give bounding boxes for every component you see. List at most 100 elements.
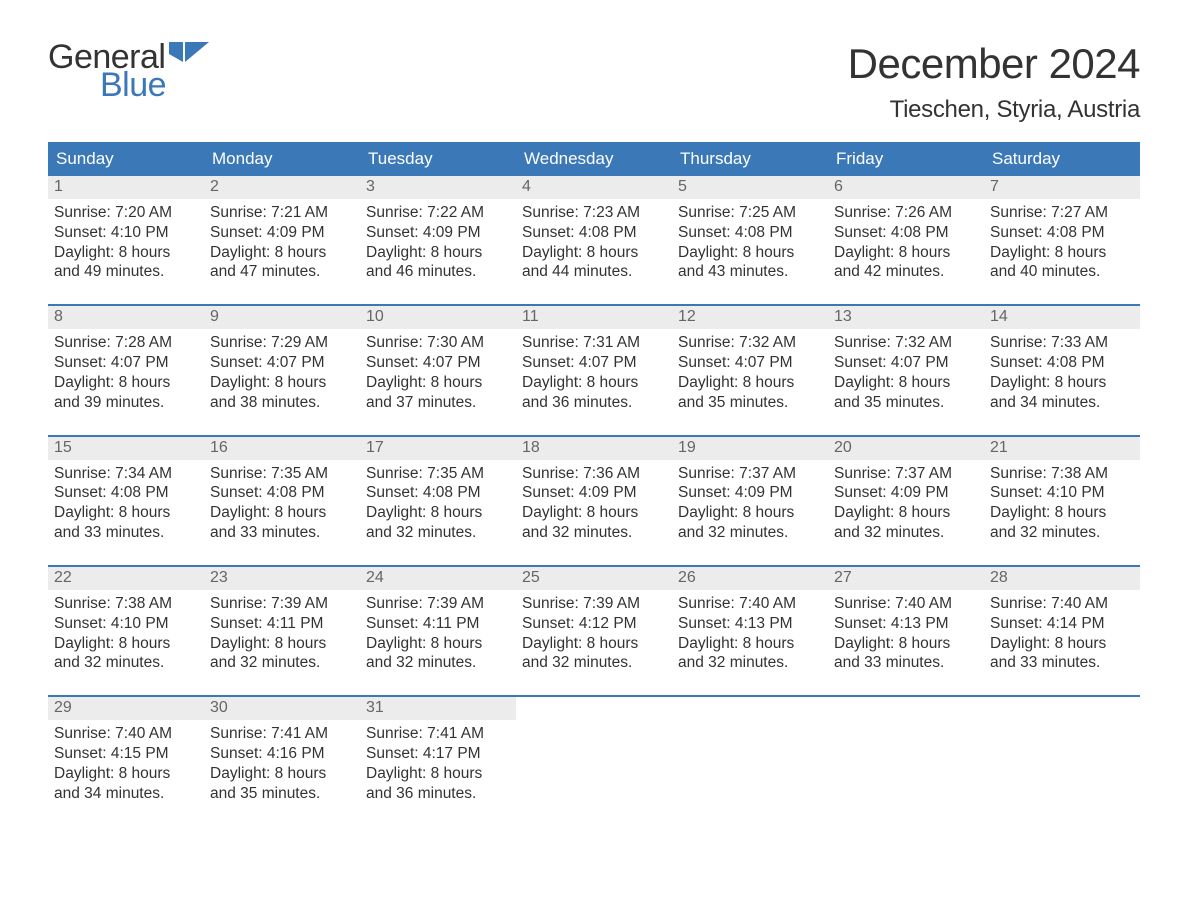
daylight-line-1: Daylight: 8 hours [54,764,198,784]
sunrise-line: Sunrise: 7:39 AM [210,594,354,614]
daylight-line-2: and 32 minutes. [210,653,354,673]
calendar-day: 29Sunrise: 7:40 AMSunset: 4:15 PMDayligh… [48,697,204,825]
daylight-line-1: Daylight: 8 hours [834,503,978,523]
daylight-line-2: and 47 minutes. [210,262,354,282]
day-detail: Sunrise: 7:28 AMSunset: 4:07 PMDaylight:… [48,329,204,412]
sunset-line: Sunset: 4:09 PM [522,483,666,503]
sunrise-line: Sunrise: 7:22 AM [366,203,510,223]
calendar-day: 15Sunrise: 7:34 AMSunset: 4:08 PMDayligh… [48,437,204,565]
sunrise-line: Sunrise: 7:33 AM [990,333,1134,353]
daylight-line-1: Daylight: 8 hours [834,373,978,393]
calendar-day: 9Sunrise: 7:29 AMSunset: 4:07 PMDaylight… [204,306,360,434]
day-detail: Sunrise: 7:27 AMSunset: 4:08 PMDaylight:… [984,199,1140,282]
calendar-day [516,697,672,825]
calendar-day: 13 Sunrise: 7:32 AMSunset: 4:07 PMDayligh… [828,306,984,434]
calendar-day: 19Sunrise: 7:37 AMSunset: 4:09 PMDayligh… [672,437,828,565]
sunset-line: Sunset: 4:10 PM [54,223,198,243]
day-number: 11 [516,306,672,329]
sunset-line: Sunset: 4:07 PM [210,353,354,373]
sunset-line: Sunset: 4:07 PM [678,353,822,373]
day-detail: Sunrise: 7:34 AMSunset: 4:08 PMDaylight:… [48,460,204,543]
sunrise-line: Sunrise: 7:36 AM [522,464,666,484]
day-number: 28 [984,567,1140,590]
day-detail: Sunrise: 7:32 AMSunset: 4:07 PMDaylight:… [672,329,828,412]
daylight-line-1: Daylight: 8 hours [366,243,510,263]
daylight-line-1: Daylight: 8 hours [54,243,198,263]
sunset-line: Sunset: 4:17 PM [366,744,510,764]
daylight-line-1: Daylight: 8 hours [54,503,198,523]
sunrise-line: Sunrise: 7:39 AM [522,594,666,614]
sunset-line: Sunset: 4:08 PM [990,223,1134,243]
daylight-line-2: and 33 minutes. [54,523,198,543]
daylight-line-1: Daylight: 8 hours [990,503,1134,523]
daylight-line-1: Daylight: 8 hours [678,503,822,523]
sunset-line: Sunset: 4:07 PM [522,353,666,373]
day-detail: Sunrise: 7:20 AMSunset: 4:10 PMDaylight:… [48,199,204,282]
day-detail: Sunrise: 7:39 AMSunset: 4:11 PMDaylight:… [360,590,516,673]
calendar-day: 24Sunrise: 7:39 AMSunset: 4:11 PMDayligh… [360,567,516,695]
sunset-line: Sunset: 4:07 PM [834,353,978,373]
day-number: 25 [516,567,672,590]
day-number: 13 [828,306,984,329]
daylight-line-2: and 35 minutes. [210,784,354,804]
calendar: Sunday Monday Tuesday Wednesday Thursday… [48,142,1140,826]
day-number: 16 [204,437,360,460]
day-number: 18 [516,437,672,460]
sunrise-line: Sunrise: 7:39 AM [366,594,510,614]
flag-icon [169,42,209,68]
daylight-line-2: and 35 minutes. [678,393,822,413]
calendar-day: 17Sunrise: 7:35 AMSunset: 4:08 PMDayligh… [360,437,516,565]
daylight-line-2: and 32 minutes. [678,653,822,673]
location-subtitle: Tieschen, Styria, Austria [848,96,1140,124]
daylight-line-1: Daylight: 8 hours [522,243,666,263]
day-number: 14 [984,306,1140,329]
sunrise-line: Sunrise: 7:26 AM [834,203,978,223]
sunrise-line: Sunrise: 7:32 AM [834,333,978,353]
daylight-line-2: and 35 minutes. [834,393,978,413]
day-number: 31 [360,697,516,720]
daylight-line-2: and 37 minutes. [366,393,510,413]
daylight-line-2: and 32 minutes. [54,653,198,673]
daylight-line-2: and 32 minutes. [522,653,666,673]
daylight-line-2: and 43 minutes. [678,262,822,282]
daylight-line-1: Daylight: 8 hours [366,503,510,523]
sunset-line: Sunset: 4:13 PM [834,614,978,634]
daylight-line-2: and 32 minutes. [366,523,510,543]
calendar-day: 18Sunrise: 7:36 AMSunset: 4:09 PMDayligh… [516,437,672,565]
calendar-week: 1Sunrise: 7:20 AMSunset: 4:10 PMDaylight… [48,176,1140,304]
calendar-day: 10Sunrise: 7:30 AMSunset: 4:07 PMDayligh… [360,306,516,434]
day-detail: Sunrise: 7:40 AMSunset: 4:13 PMDaylight:… [828,590,984,673]
day-number: 30 [204,697,360,720]
calendar-week: 8Sunrise: 7:28 AMSunset: 4:07 PMDaylight… [48,304,1140,434]
day-detail: Sunrise: 7:40 AMSunset: 4:14 PMDaylight:… [984,590,1140,673]
sunrise-line: Sunrise: 7:29 AM [210,333,354,353]
sunrise-line: Sunrise: 7:41 AM [366,724,510,744]
day-detail: Sunrise: 7:38 AMSunset: 4:10 PMDaylight:… [984,460,1140,543]
day-number: 6 [828,176,984,199]
calendar-day: 3Sunrise: 7:22 AMSunset: 4:09 PMDaylight… [360,176,516,304]
daylight-line-1: Daylight: 8 hours [990,634,1134,654]
daylight-line-1: Daylight: 8 hours [678,373,822,393]
daylight-line-1: Daylight: 8 hours [210,243,354,263]
sunrise-line: Sunrise: 7:23 AM [522,203,666,223]
daylight-line-1: Daylight: 8 hours [834,243,978,263]
sunrise-line: Sunrise: 7:27 AM [990,203,1134,223]
day-number: 19 [672,437,828,460]
calendar-day: 25Sunrise: 7:39 AMSunset: 4:12 PMDayligh… [516,567,672,695]
calendar-day: 12Sunrise: 7:32 AMSunset: 4:07 PMDayligh… [672,306,828,434]
day-detail: Sunrise: 7:39 AMSunset: 4:12 PMDaylight:… [516,590,672,673]
daylight-line-1: Daylight: 8 hours [522,634,666,654]
sunrise-line: Sunrise: 7:25 AM [678,203,822,223]
day-detail: Sunrise: 7:38 AMSunset: 4:10 PMDaylight:… [48,590,204,673]
dow-sunday: Sunday [48,142,204,176]
day-number: 12 [672,306,828,329]
daylight-line-2: and 32 minutes. [366,653,510,673]
daylight-line-2: and 38 minutes. [210,393,354,413]
day-detail: Sunrise: 7:35 AMSunset: 4:08 PMDaylight:… [360,460,516,543]
day-detail: Sunrise: 7:33 AMSunset: 4:08 PMDaylight:… [984,329,1140,412]
day-detail: Sunrise: 7:41 AMSunset: 4:16 PMDaylight:… [204,720,360,803]
day-detail: Sunrise: 7:40 AMSunset: 4:15 PMDaylight:… [48,720,204,803]
daylight-line-1: Daylight: 8 hours [210,764,354,784]
sunset-line: Sunset: 4:08 PM [210,483,354,503]
calendar-day [828,697,984,825]
